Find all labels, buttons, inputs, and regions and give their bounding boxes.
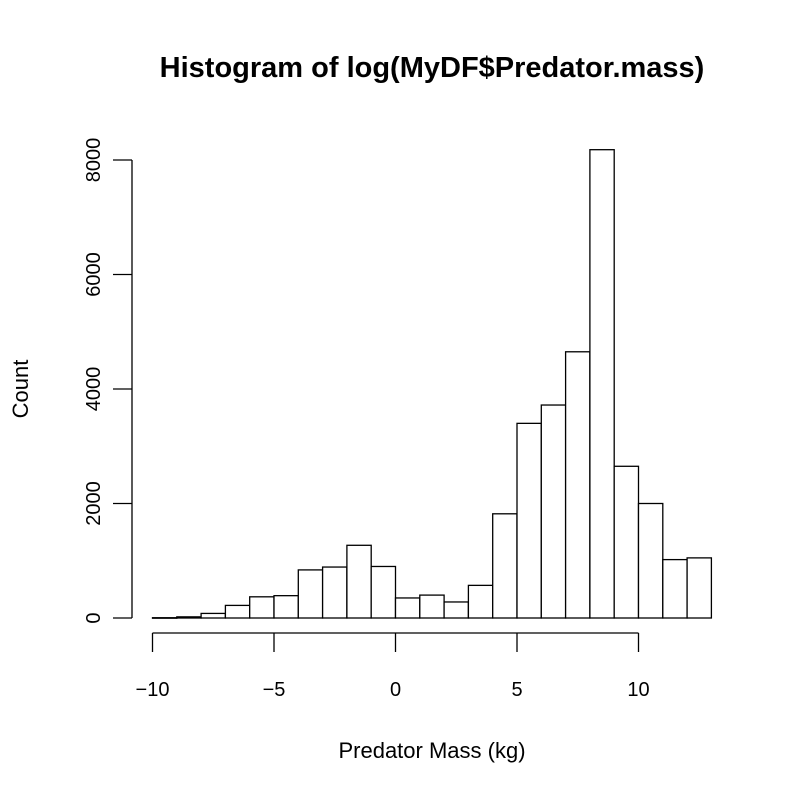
y-tick-label: 0 (83, 612, 105, 623)
histogram-bar (492, 513, 518, 619)
histogram-bar (419, 594, 445, 619)
histogram-bar (151, 617, 178, 619)
histogram-bar (176, 616, 202, 619)
histogram-bar (249, 596, 275, 619)
y-axis: 0 2000 4000 6000 8000 (83, 138, 133, 624)
histogram-bar (321, 566, 348, 619)
histogram-bar (273, 595, 299, 619)
y-tick-label: 8000 (83, 138, 105, 183)
x-tick-label: 10 (627, 679, 649, 701)
histogram-bar (370, 565, 397, 619)
histogram-bar (686, 557, 713, 619)
histogram-bar (637, 502, 664, 619)
x-axis-label: Predator Mass (kg) (338, 738, 525, 763)
histogram-bar (394, 597, 421, 619)
histogram-bar (224, 604, 251, 619)
bars-group (151, 149, 713, 619)
histogram-bar (516, 422, 542, 619)
histogram-bar (564, 351, 591, 619)
histogram-bar (346, 544, 372, 619)
y-tick-label: 6000 (83, 252, 105, 297)
y-axis-label: Count (8, 360, 33, 419)
histogram-bar (540, 404, 567, 619)
histogram-bar (467, 584, 494, 619)
histogram-bar (200, 612, 227, 619)
y-tick-label: 4000 (83, 367, 105, 412)
x-tick-label: 0 (390, 679, 401, 701)
histogram-bar (613, 465, 640, 619)
y-tick-label: 2000 (83, 481, 105, 526)
histogram-bar (589, 149, 615, 619)
chart-title: Histogram of log(MyDF$Predator.mass) (160, 52, 705, 84)
x-tick-label: −5 (263, 679, 286, 701)
x-tick-label: 5 (511, 679, 522, 701)
histogram-bar (443, 601, 470, 619)
histogram-bar (662, 558, 688, 619)
histogram-bar (297, 569, 324, 619)
x-tick-label: −10 (136, 679, 170, 701)
x-axis: −10 −5 0 5 10 (136, 632, 650, 701)
